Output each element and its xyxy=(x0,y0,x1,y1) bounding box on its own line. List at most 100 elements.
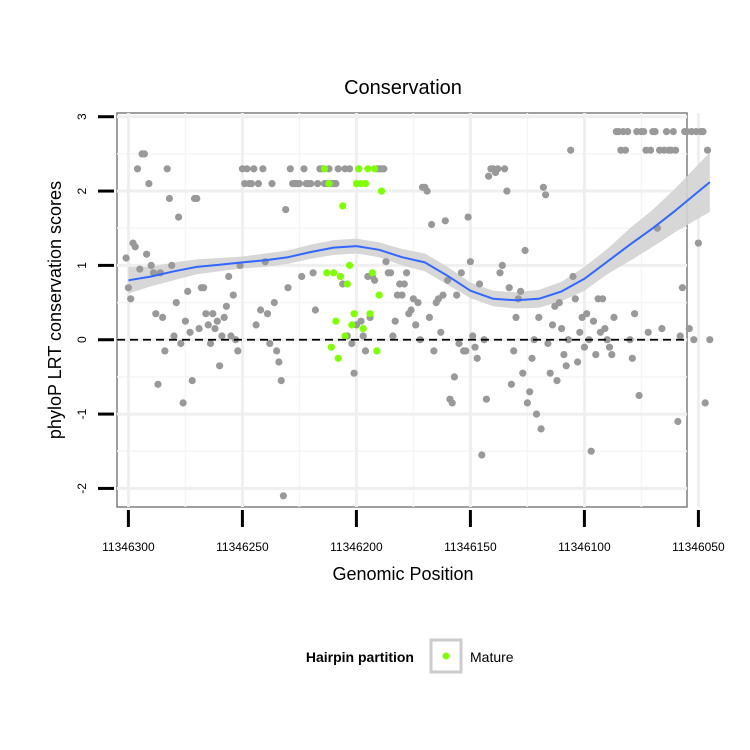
x-axis-title: Genomic Position xyxy=(332,564,473,584)
other-point xyxy=(526,388,534,396)
other-point xyxy=(147,261,155,269)
other-point xyxy=(528,354,536,362)
other-point xyxy=(273,347,281,355)
other-point xyxy=(252,321,260,329)
mature-point xyxy=(377,187,386,195)
other-point xyxy=(389,332,397,340)
x-tick-label: 11346200 xyxy=(330,540,383,554)
other-point xyxy=(133,165,142,173)
other-point xyxy=(270,299,278,307)
other-point xyxy=(494,165,502,173)
other-point xyxy=(284,284,292,292)
other-point xyxy=(624,128,632,136)
other-point xyxy=(521,246,529,255)
other-point xyxy=(478,451,486,459)
other-point xyxy=(539,183,548,191)
other-point xyxy=(279,492,287,500)
other-point xyxy=(380,165,388,173)
other-point xyxy=(542,191,550,199)
y-tick-label: -1 xyxy=(75,408,89,419)
other-point xyxy=(428,220,436,229)
other-point xyxy=(266,339,274,348)
other-point xyxy=(496,269,504,277)
other-point xyxy=(334,165,342,173)
other-point xyxy=(471,343,479,351)
other-point xyxy=(398,291,406,299)
other-point xyxy=(635,391,643,400)
other-point xyxy=(517,287,525,295)
y-axis: -2 -1 0 1 2 3 xyxy=(75,113,114,494)
other-point xyxy=(243,165,251,173)
other-point xyxy=(131,243,139,251)
other-point xyxy=(188,377,196,385)
other-point xyxy=(382,258,390,266)
other-point xyxy=(387,269,395,277)
other-point xyxy=(621,146,630,154)
other-point xyxy=(464,213,472,221)
other-point xyxy=(165,194,173,203)
other-point xyxy=(587,447,595,455)
other-point xyxy=(444,276,452,284)
other-point xyxy=(601,325,609,333)
other-point xyxy=(184,287,192,295)
other-point xyxy=(482,395,490,403)
smooth-line xyxy=(128,181,711,302)
other-point xyxy=(220,313,228,321)
other-point xyxy=(694,239,703,247)
other-point xyxy=(298,272,306,281)
legend-label-mature: Mature xyxy=(470,649,514,665)
y-tick-label: 0 xyxy=(75,336,89,343)
other-point xyxy=(181,317,189,325)
other-point xyxy=(346,165,354,173)
mature-point xyxy=(375,291,383,299)
other-point xyxy=(453,291,461,299)
other-point xyxy=(222,302,230,310)
other-point xyxy=(589,317,598,325)
other-point xyxy=(172,299,180,307)
other-point xyxy=(610,313,618,321)
other-point xyxy=(122,254,130,262)
other-point xyxy=(699,128,707,136)
other-point xyxy=(177,339,185,348)
other-point xyxy=(532,410,541,418)
other-point xyxy=(644,328,652,336)
other-point xyxy=(669,128,677,136)
other-point xyxy=(371,276,379,284)
mature-point xyxy=(339,202,347,210)
mature-point xyxy=(323,269,331,277)
other-point xyxy=(145,180,153,188)
other-point xyxy=(558,325,566,333)
other-point xyxy=(254,180,262,188)
other-point xyxy=(564,336,573,344)
x-tick-label: 11346300 xyxy=(102,540,155,554)
other-point xyxy=(286,165,294,173)
other-point xyxy=(257,306,265,314)
x-tick-label: 11346150 xyxy=(444,540,497,554)
mature-point xyxy=(332,317,340,325)
y-tick-label: 3 xyxy=(75,113,89,120)
other-point xyxy=(571,295,579,303)
x-tick-label: 11346050 xyxy=(672,540,725,554)
other-point xyxy=(263,310,272,318)
other-point xyxy=(161,347,169,355)
other-point xyxy=(216,362,224,370)
mature-point xyxy=(320,165,329,173)
other-point xyxy=(455,339,463,348)
other-point xyxy=(466,258,474,266)
other-point xyxy=(574,358,582,366)
mature-point xyxy=(355,165,363,173)
smooth-line-layer xyxy=(128,181,711,302)
other-point xyxy=(179,399,187,407)
x-tick-label: 11346100 xyxy=(558,540,611,554)
other-point xyxy=(168,261,176,269)
other-point xyxy=(592,351,600,359)
other-point xyxy=(127,295,135,303)
x-axis: 11346300 11346250 11346200 11346150 11346100… xyxy=(102,510,725,554)
other-point xyxy=(569,272,577,281)
other-point xyxy=(202,310,210,318)
other-point xyxy=(400,280,408,288)
other-point xyxy=(225,272,233,281)
other-point xyxy=(430,347,438,355)
chart-title: Conservation xyxy=(344,77,462,99)
